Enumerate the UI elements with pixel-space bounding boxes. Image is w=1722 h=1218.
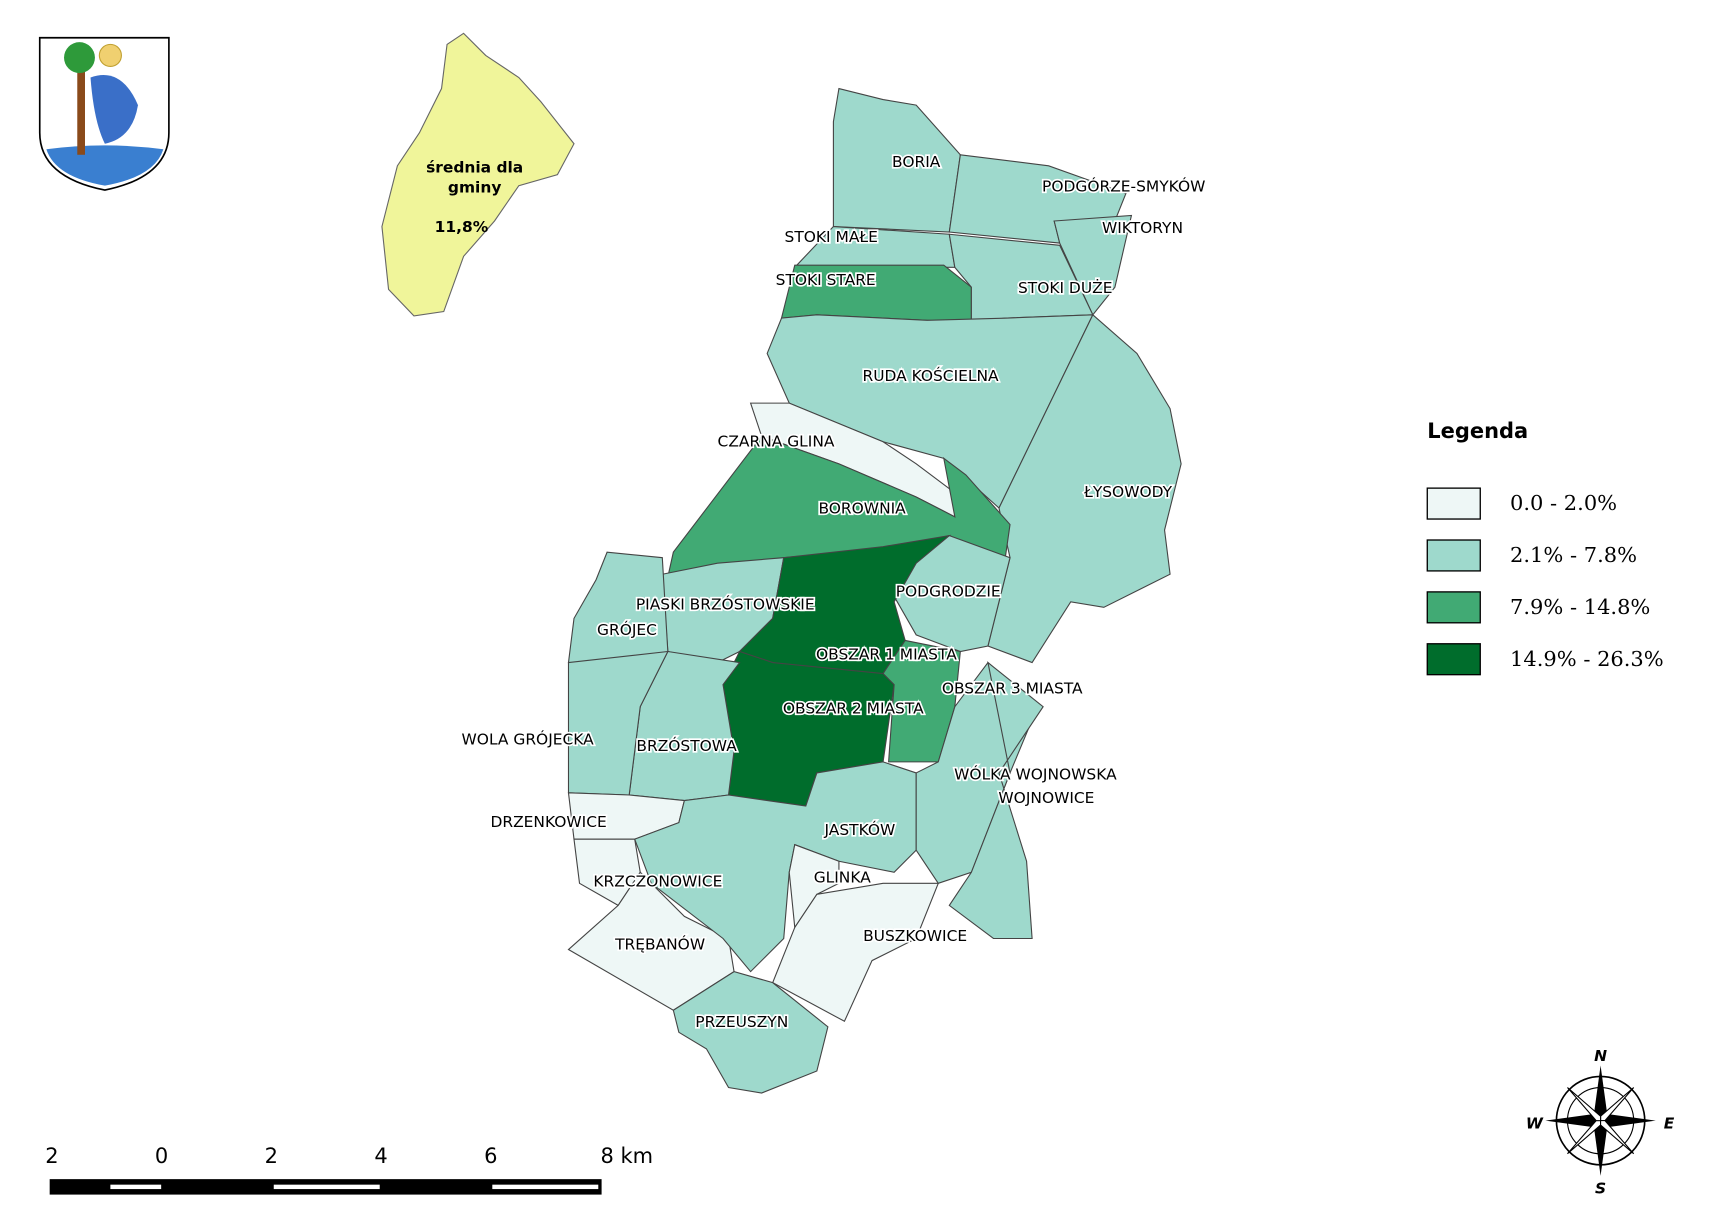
region-label: BRZÓSTOWA xyxy=(636,736,737,755)
region-label: STOKI STARE xyxy=(776,271,876,289)
region-label: WOLA GRÓJECKA xyxy=(462,729,595,748)
legend-label: 14.9% - 26.3% xyxy=(1510,647,1664,671)
region-label: BORIA xyxy=(892,153,941,171)
region-label: ŁYSOWODY xyxy=(1083,483,1173,501)
compass-n: N xyxy=(1594,1047,1607,1065)
scale-bar: 2 0 2 4 6 8 km xyxy=(45,1144,653,1195)
inset-label: gminy xyxy=(448,178,501,196)
region-label: GLINKA xyxy=(814,868,872,886)
region xyxy=(1053,214,1133,316)
scale-label: 2 xyxy=(45,1144,58,1168)
region-labels: BORIA PODGÓRZE-SMYKÓW WIKTORYN STOKI MAŁE ST… xyxy=(460,151,1207,1032)
region-label: GRÓJEC xyxy=(597,620,657,639)
region-label: PRZEUSZYN xyxy=(695,1013,788,1031)
region-label: JASTKÓW xyxy=(824,820,896,839)
region-label: TRĘBANÓW xyxy=(614,935,705,954)
region-label: OBSZAR 1 MIASTA xyxy=(816,645,957,663)
compass-e: E xyxy=(1664,1114,1675,1132)
legend: Legenda 0.0 - 2.0% 2.1% - 7.8% 7.9% - 14.8… xyxy=(1426,419,1664,676)
regions xyxy=(567,87,1182,1094)
legend-swatch xyxy=(1426,487,1481,520)
region xyxy=(567,650,669,796)
inset-value: 11,8% xyxy=(435,218,489,236)
region-label: KRZCZONOWICE xyxy=(593,873,722,891)
legend-swatch xyxy=(1426,539,1481,572)
region-label: WIKTORYN xyxy=(1102,219,1183,237)
region xyxy=(672,971,829,1094)
scale-label: 0 xyxy=(155,1144,168,1168)
compass: N S E W xyxy=(1526,1047,1675,1197)
region xyxy=(882,639,961,763)
region-label: CZARNA GLINA xyxy=(718,432,835,450)
region-label: WOJNOWICE xyxy=(998,789,1094,807)
legend-swatch xyxy=(1426,591,1481,624)
compass-w: W xyxy=(1526,1114,1544,1132)
legend-label: 0.0 - 2.0% xyxy=(1510,491,1617,515)
region-label: STOKI MAŁE xyxy=(785,228,878,246)
region-label: DRZENKOWICE xyxy=(490,813,606,831)
inset-label: średnia dla xyxy=(426,159,523,177)
region xyxy=(567,871,735,1011)
region-label: WÓLKA WOJNOWSKA xyxy=(954,765,1117,784)
inset-map: średnia dla gminy 11,8% xyxy=(381,32,575,317)
region xyxy=(893,534,1011,653)
region xyxy=(771,882,940,1023)
scale-label: 2 xyxy=(265,1144,278,1168)
scale-label: 8 km xyxy=(600,1144,653,1168)
compass-s: S xyxy=(1595,1180,1606,1198)
region-label: PODGÓRZE-SMYKÓW xyxy=(1042,176,1205,195)
scale-label: 4 xyxy=(374,1144,387,1168)
region-label: STOKI DUŻE xyxy=(1018,278,1112,297)
legend-title: Legenda xyxy=(1427,419,1528,443)
region-label: PIASKI BRZÓSTOWSKIE xyxy=(636,595,815,614)
region-label: OBSZAR 2 MIASTA xyxy=(783,699,924,717)
region-label: BOROWNIA xyxy=(818,500,906,518)
legend-label: 2.1% - 7.8% xyxy=(1510,543,1637,567)
legend-label: 7.9% - 14.8% xyxy=(1510,595,1650,619)
scale-label: 6 xyxy=(484,1144,497,1168)
region xyxy=(948,661,1044,940)
region-label: BUSZKOWICE xyxy=(863,927,967,945)
coat-of-arms xyxy=(38,36,170,191)
region-label: RUDA KOŚCIELNA xyxy=(862,366,999,385)
legend-swatch xyxy=(1426,643,1481,676)
region-label: OBSZAR 3 MIASTA xyxy=(942,680,1083,698)
region-label: PODGRODZIE xyxy=(896,582,1001,600)
